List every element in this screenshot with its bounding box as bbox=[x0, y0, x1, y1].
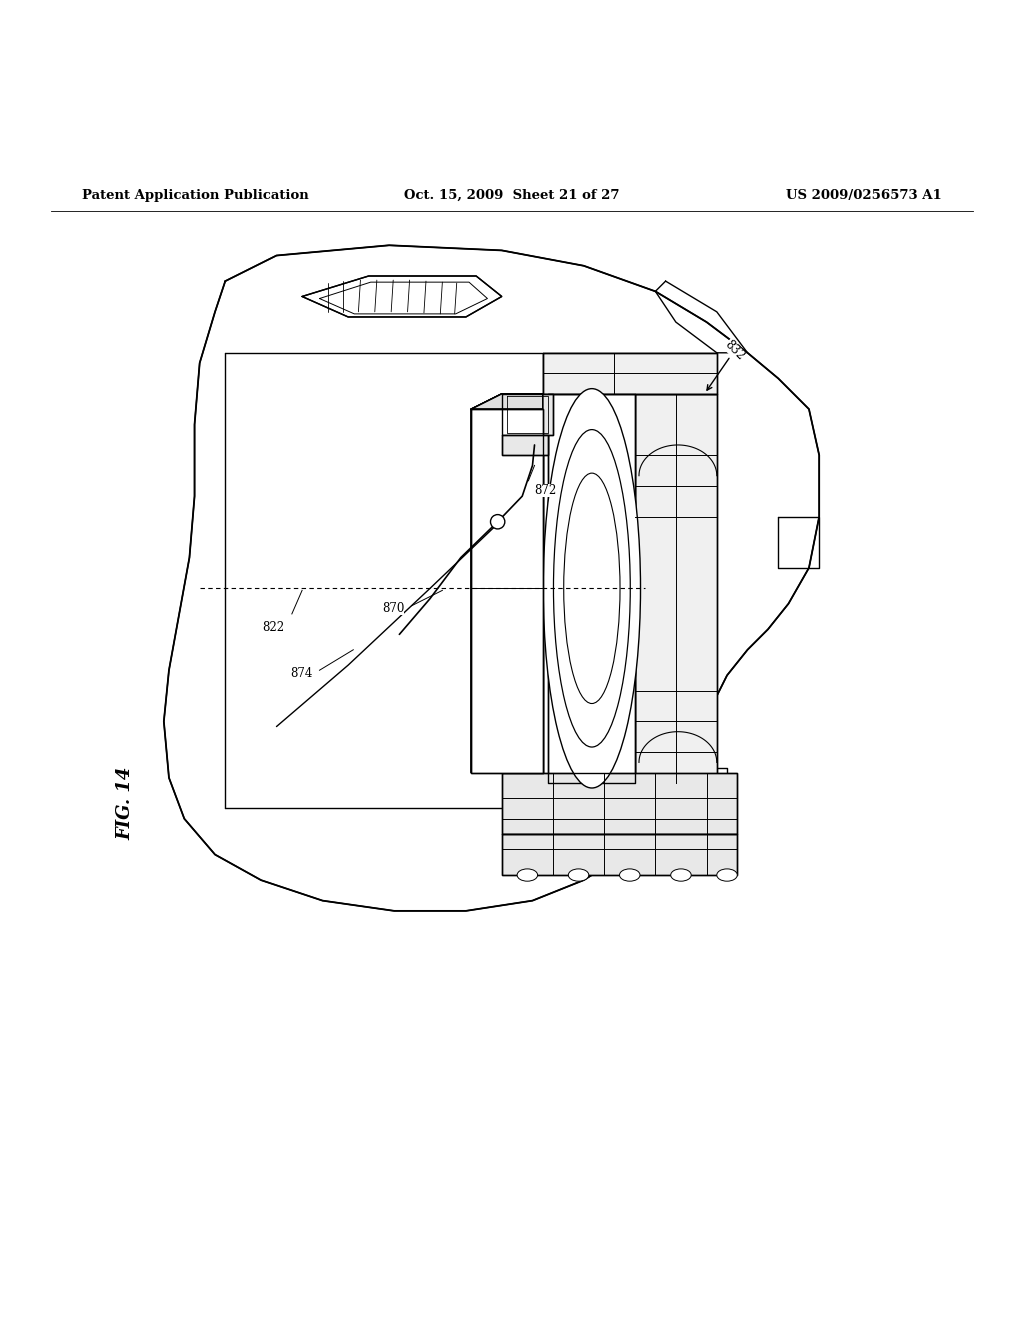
Polygon shape bbox=[635, 393, 717, 783]
Ellipse shape bbox=[517, 869, 538, 882]
Polygon shape bbox=[164, 246, 819, 911]
Ellipse shape bbox=[717, 869, 737, 882]
Ellipse shape bbox=[620, 869, 640, 882]
Text: 874: 874 bbox=[290, 667, 312, 680]
Text: 832: 832 bbox=[707, 338, 746, 391]
Text: Patent Application Publication: Patent Application Publication bbox=[82, 189, 308, 202]
Ellipse shape bbox=[543, 388, 641, 788]
Polygon shape bbox=[502, 772, 737, 834]
Polygon shape bbox=[548, 393, 635, 783]
Polygon shape bbox=[471, 409, 543, 772]
Polygon shape bbox=[471, 393, 502, 772]
Text: 872: 872 bbox=[535, 484, 557, 496]
Text: US 2009/0256573 A1: US 2009/0256573 A1 bbox=[786, 189, 942, 202]
Polygon shape bbox=[543, 352, 717, 393]
Text: FIG. 14: FIG. 14 bbox=[116, 767, 134, 840]
Ellipse shape bbox=[671, 869, 691, 882]
Polygon shape bbox=[471, 393, 543, 409]
Ellipse shape bbox=[568, 869, 589, 882]
Polygon shape bbox=[502, 834, 737, 875]
Text: 870: 870 bbox=[382, 602, 404, 615]
Polygon shape bbox=[302, 276, 502, 317]
Polygon shape bbox=[502, 393, 553, 434]
Text: Oct. 15, 2009  Sheet 21 of 27: Oct. 15, 2009 Sheet 21 of 27 bbox=[404, 189, 620, 202]
Text: 822: 822 bbox=[262, 622, 285, 634]
Polygon shape bbox=[502, 434, 548, 455]
Circle shape bbox=[490, 515, 505, 529]
